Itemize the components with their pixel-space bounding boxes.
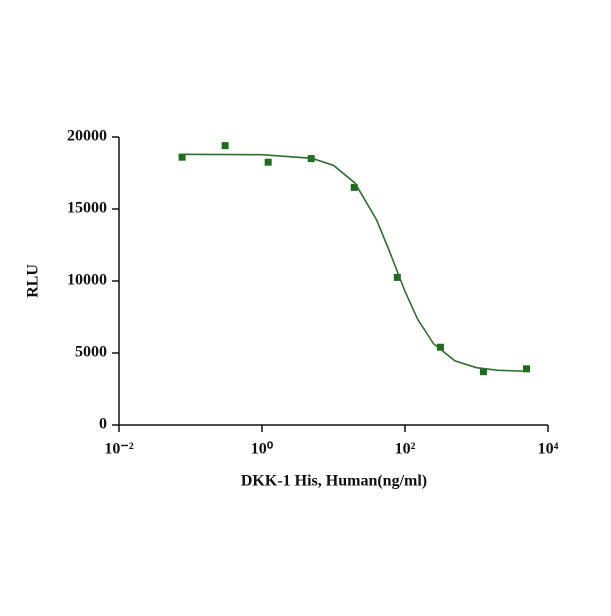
fit-curve xyxy=(182,153,527,373)
y-tick-label: 0 xyxy=(99,416,107,433)
x-axis-label: DKK-1 His, Human(ng/ml) xyxy=(241,473,427,490)
x-tick-label: 10⁴ xyxy=(538,441,559,458)
data-point xyxy=(479,368,487,376)
x-tick-label: 10⁻² xyxy=(104,441,133,458)
y-tick-label: 10000 xyxy=(67,272,107,289)
y-axis-label: RLU xyxy=(25,264,42,298)
data-point xyxy=(221,142,229,150)
data-point xyxy=(264,158,272,166)
x-tick-label: 10² xyxy=(395,441,416,458)
data-point xyxy=(350,183,358,191)
y-tick-label: 20000 xyxy=(67,128,107,145)
data-point xyxy=(522,365,530,373)
data-point xyxy=(393,273,401,281)
x-tick-label: 10⁰ xyxy=(251,441,274,458)
data-point xyxy=(436,343,444,351)
y-tick-label: 15000 xyxy=(67,200,107,217)
y-tick-label: 5000 xyxy=(75,344,107,361)
data-point xyxy=(178,153,186,161)
